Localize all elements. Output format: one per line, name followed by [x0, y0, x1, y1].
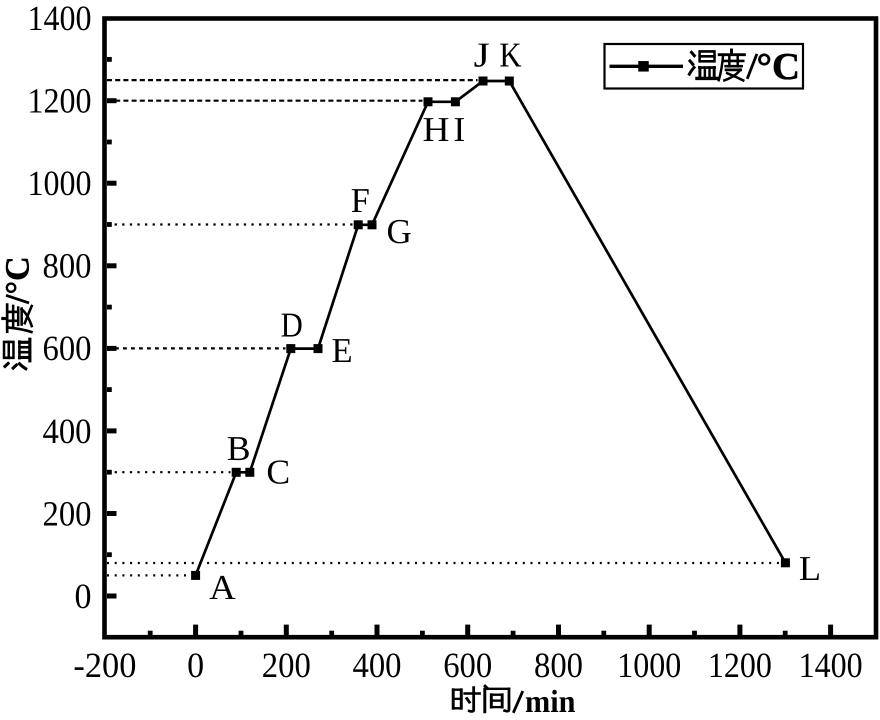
svg-text:1000: 1000 — [617, 645, 681, 685]
svg-text:J: J — [474, 36, 490, 75]
svg-text:800: 800 — [534, 645, 583, 685]
svg-text:A: A — [209, 568, 236, 607]
svg-text:1200: 1200 — [28, 81, 92, 121]
svg-text:1400: 1400 — [799, 645, 863, 685]
svg-text:400: 400 — [353, 645, 402, 685]
svg-text:0: 0 — [187, 645, 204, 685]
svg-text:0: 0 — [75, 576, 92, 616]
svg-text:B: B — [227, 429, 251, 468]
svg-text:°C: °C — [0, 256, 37, 294]
svg-text:°C: °C — [757, 46, 801, 88]
svg-text:E: E — [331, 331, 352, 370]
svg-text:800: 800 — [43, 246, 92, 286]
svg-text:-200: -200 — [73, 645, 136, 685]
svg-text:200: 200 — [43, 493, 92, 533]
svg-text:1400: 1400 — [28, 0, 92, 38]
svg-text:1000: 1000 — [28, 163, 92, 203]
svg-text:600: 600 — [43, 328, 92, 368]
svg-text:K: K — [499, 36, 521, 75]
svg-text:C: C — [266, 453, 290, 492]
svg-text:D: D — [281, 306, 303, 345]
svg-text:min: min — [525, 683, 576, 719]
svg-text:G: G — [387, 212, 412, 251]
svg-text:600: 600 — [443, 645, 492, 685]
svg-text:H: H — [423, 110, 450, 149]
svg-text:L: L — [799, 549, 821, 588]
svg-text:400: 400 — [43, 411, 92, 451]
svg-text:200: 200 — [262, 645, 311, 685]
svg-text:F: F — [351, 181, 370, 220]
svg-text:I: I — [453, 110, 465, 149]
svg-text:1200: 1200 — [708, 645, 772, 685]
